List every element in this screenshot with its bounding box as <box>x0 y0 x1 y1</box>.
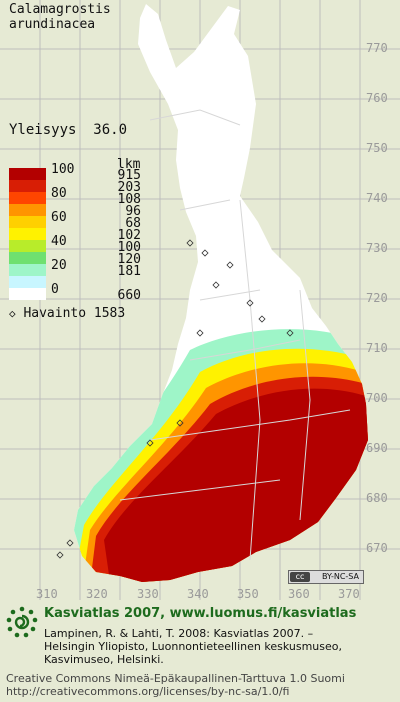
y-tick-label: 680 <box>366 491 388 505</box>
y-tick-label: 690 <box>366 441 388 455</box>
species-name: Calamagrostis arundinacea <box>9 2 111 32</box>
y-tick-label: 750 <box>366 141 388 155</box>
legend-swatch <box>9 216 46 228</box>
citation-line: Helsingin Yliopisto, Luonnontieteellinen… <box>44 640 342 653</box>
legend-label: 40 <box>51 234 67 249</box>
frequency-label: Yleisyys <box>9 122 77 138</box>
legend-count: 660 <box>117 288 141 303</box>
legend-count: 68 <box>125 216 141 231</box>
y-tick-label: 720 <box>366 291 388 305</box>
observation-count: 1583 <box>93 306 126 321</box>
observation-legend: ◇ Havainto 1583 <box>9 306 125 321</box>
x-tick-label: 330 <box>137 587 159 601</box>
spiral-logo-icon <box>6 606 38 638</box>
citation-line: Kasvimuseo, Helsinki. <box>44 653 164 666</box>
legend-label: 60 <box>51 210 67 225</box>
cc-badge-text: BY-NC-SA <box>321 572 359 581</box>
legend-count: 120 <box>117 252 141 267</box>
citation: Lampinen, R. & Lahti, T. 2008: Kasviatla… <box>44 627 394 666</box>
x-tick-label: 310 <box>36 587 58 601</box>
legend-count: 96 <box>125 204 141 219</box>
frequency-stat: Yleisyys 36.0 <box>9 122 127 138</box>
license-text: Creative Commons Nimeä-Epäkaupallinen-Ta… <box>6 672 345 698</box>
x-tick-label: 340 <box>187 587 209 601</box>
legend-label: 80 <box>51 186 67 201</box>
x-tick-label: 370 <box>338 587 360 601</box>
legend-swatch <box>9 288 46 300</box>
legend-count: 915 <box>117 168 141 183</box>
license-url-link[interactable]: http://creativecommons.org/licenses/by-n… <box>6 685 290 698</box>
legend-swatch <box>9 180 46 192</box>
observation-label: Havainto <box>23 306 87 321</box>
legend-label: 20 <box>51 258 67 273</box>
legend-label: 100 <box>51 162 75 177</box>
legend-count-header: lkm <box>117 157 141 172</box>
cc-license-badge[interactable]: cc BY-NC-SA <box>288 570 364 584</box>
y-tick-label: 670 <box>366 541 388 555</box>
species-genus: Calamagrostis <box>9 2 111 17</box>
legend-swatch <box>9 276 46 288</box>
y-tick-label: 740 <box>366 191 388 205</box>
y-tick-label: 700 <box>366 391 388 405</box>
legend-count: 100 <box>117 240 141 255</box>
frequency-value: 36.0 <box>93 122 128 138</box>
legend-count: 181 <box>117 264 141 279</box>
finland-distribution-map <box>0 0 400 600</box>
observation-symbols <box>56 239 294 559</box>
frequency-shading <box>74 329 368 582</box>
species-epithet: arundinacea <box>9 17 96 32</box>
y-tick-label: 730 <box>366 241 388 255</box>
municipality-borders <box>119 109 351 561</box>
legend-count: 108 <box>117 192 141 207</box>
legend-swatch <box>9 192 46 204</box>
legend-swatch <box>9 168 46 180</box>
legend-count: 203 <box>117 180 141 195</box>
x-tick-label: 360 <box>288 587 310 601</box>
legend-swatch <box>9 240 46 252</box>
y-tick-label: 770 <box>366 41 388 55</box>
y-tick-label: 760 <box>366 91 388 105</box>
legend-swatch <box>9 228 46 240</box>
x-tick-label: 350 <box>237 587 259 601</box>
legend-label: 0 <box>51 282 59 297</box>
citation-line: Lampinen, R. & Lahti, T. 2008: Kasviatla… <box>44 627 314 640</box>
y-tick-label: 710 <box>366 341 388 355</box>
legend-swatch <box>9 252 46 264</box>
x-tick-label: 320 <box>86 587 108 601</box>
legend-count: 102 <box>117 228 141 243</box>
legend-swatch <box>9 264 46 276</box>
legend-swatch <box>9 204 46 216</box>
observation-diamond-icon: ◇ <box>9 307 16 320</box>
cc-logo-icon: cc <box>290 572 310 582</box>
atlas-title-link[interactable]: Kasviatlas 2007, www.luomus.fi/kasviatla… <box>44 606 357 621</box>
license-line: Creative Commons Nimeä-Epäkaupallinen-Ta… <box>6 672 345 685</box>
